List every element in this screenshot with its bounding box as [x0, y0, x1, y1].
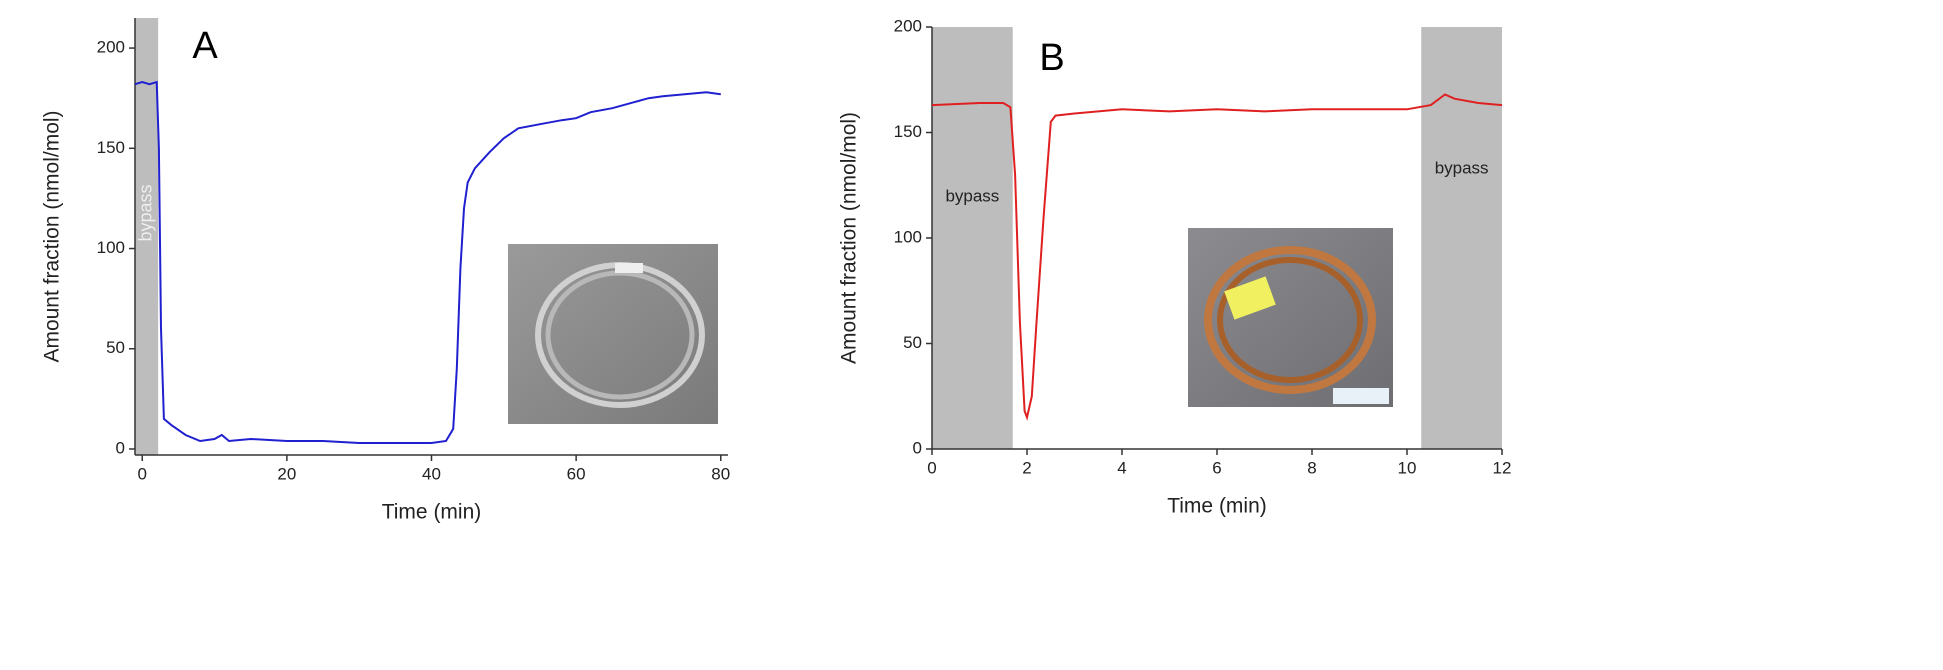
x-tick-label: 2: [1022, 458, 1031, 477]
x-axis-title: Time (min): [1167, 495, 1267, 518]
bypass-region: [135, 18, 159, 455]
y-tick-label: 0: [116, 438, 125, 457]
y-tick-label: 100: [894, 227, 922, 246]
y-tick-label: 0: [913, 438, 922, 457]
x-tick-label: 60: [567, 464, 586, 483]
y-tick-label: 200: [894, 16, 922, 35]
x-tick-label: 80: [711, 464, 730, 483]
x-tick-label: 12: [1493, 458, 1512, 477]
bypass-label: bypass: [945, 186, 999, 205]
x-tick-label: 8: [1307, 458, 1316, 477]
bypass-region: [932, 27, 1013, 449]
bypass-label: bypass: [135, 184, 155, 241]
y-tick-label: 150: [894, 122, 922, 141]
y-axis-title: Amount fraction (nmol/mol): [41, 110, 64, 362]
x-tick-label: 10: [1398, 458, 1417, 477]
x-tick-label: 40: [422, 464, 441, 483]
x-tick-label: 6: [1212, 458, 1221, 477]
x-tick-label: 20: [277, 464, 296, 483]
y-tick-label: 150: [97, 138, 125, 157]
data-line: [134, 80, 721, 444]
y-tick-label: 100: [97, 238, 125, 257]
panel-label: B: [1039, 37, 1064, 79]
y-axis-title: Amount fraction (nmol/mol): [838, 112, 861, 364]
bypass-region: [1421, 27, 1502, 449]
data-line: [931, 93, 1503, 421]
y-tick-label: 50: [903, 333, 922, 352]
y-tick-label: 200: [97, 38, 125, 57]
x-tick-label: 0: [137, 464, 146, 483]
panel-label: A: [192, 25, 218, 67]
y-tick-label: 50: [106, 338, 125, 357]
inset-photo: [508, 244, 718, 424]
bypass-label: bypass: [1435, 158, 1489, 177]
x-tick-label: 0: [927, 458, 936, 477]
x-tick-label: 4: [1117, 458, 1126, 477]
x-axis-title: Time (min): [382, 501, 482, 524]
inset-photo: [1188, 228, 1393, 407]
